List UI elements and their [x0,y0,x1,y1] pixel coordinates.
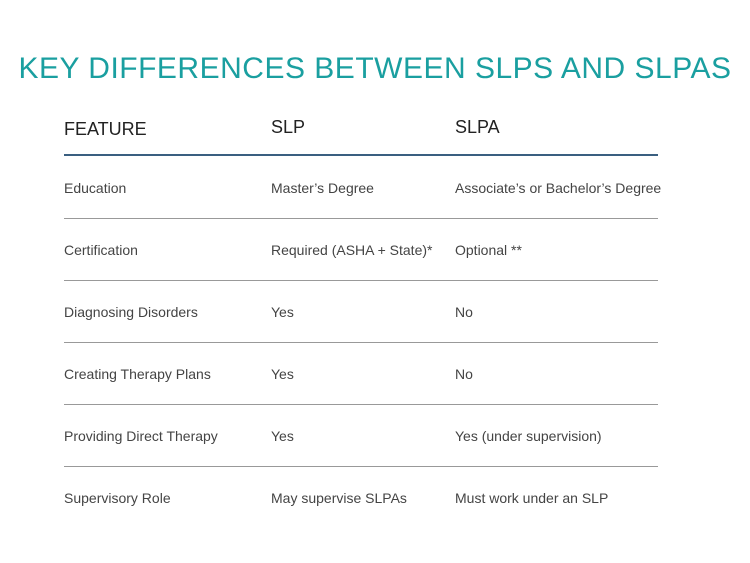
table-cell: Optional ** [455,242,522,258]
row-rule [64,218,658,219]
row-rule [64,466,658,467]
table-cell: Yes [271,304,294,320]
table-cell: Supervisory Role [64,490,171,506]
table-cell: No [455,304,473,320]
row-rule [64,280,658,281]
row-rule [64,342,658,343]
table-cell: Creating Therapy Plans [64,366,211,382]
column-header: SLP [271,117,306,137]
table-cell: May supervise SLPAs [271,490,407,506]
table-cell: Certification [64,242,138,258]
table-cell: Diagnosing Disorders [64,304,198,320]
column-header: FEATURE [64,119,147,139]
header-rule [64,154,658,156]
table-cell: Master’s Degree [271,180,374,196]
row-rule [64,404,658,405]
table-cell: Required (ASHA + State)* [271,242,433,258]
title: KEY DIFFERENCES BETWEEN SLPS AND SLPAS [18,52,732,85]
table-cell: Yes (under supervision) [455,428,602,444]
table-cell: Yes [271,428,294,444]
table-cell: Associate’s or Bachelor’s Degree [455,180,662,196]
table-cell: Education [64,180,127,196]
table-cell: Providing Direct Therapy [64,428,218,444]
table-cell: No [455,366,473,382]
table-cell: Yes [271,366,294,382]
column-header: SLPA [455,117,500,137]
table-cell: Must work under an SLP [455,490,609,506]
